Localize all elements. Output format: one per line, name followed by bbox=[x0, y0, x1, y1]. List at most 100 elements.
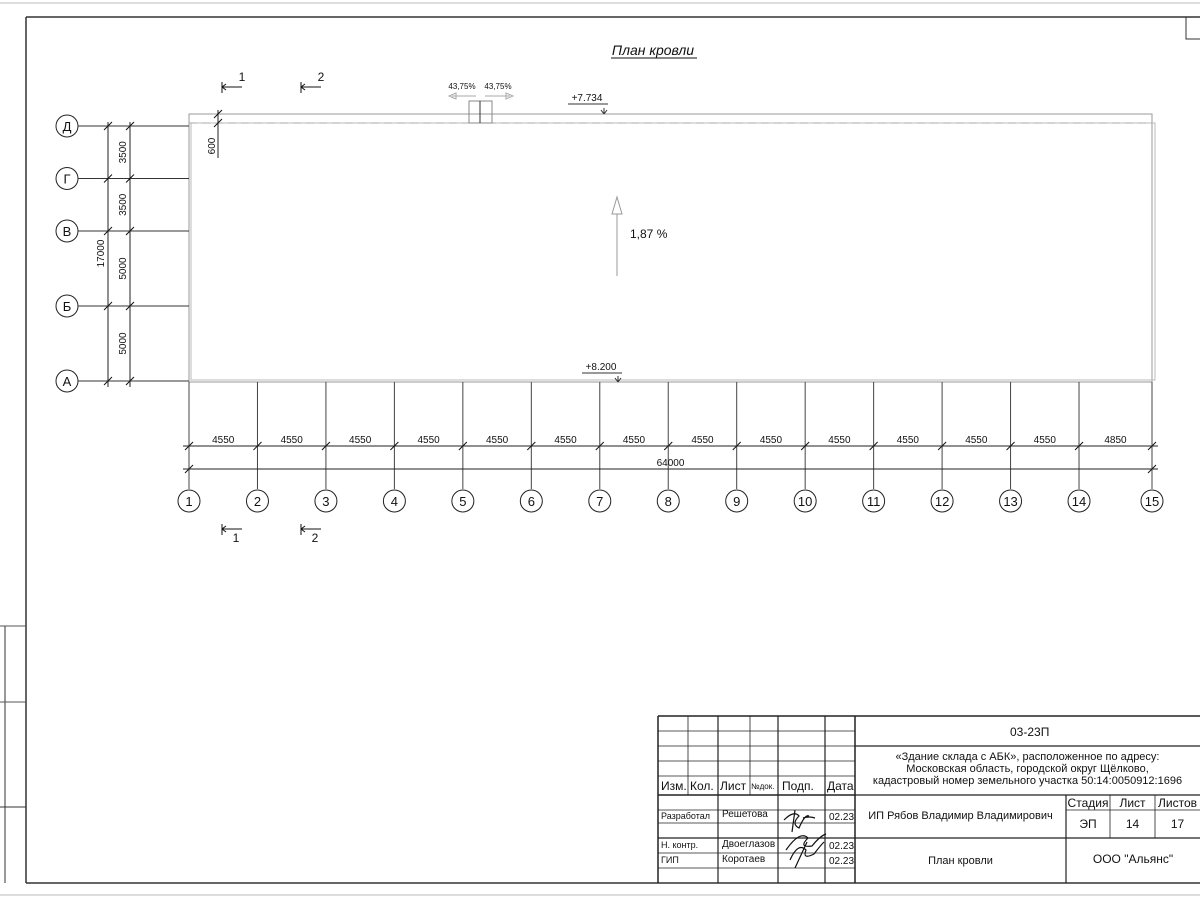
elevation-bottom: +8.200 bbox=[586, 362, 617, 373]
date-developer: 02.23 bbox=[829, 812, 855, 823]
column-axis-bubble bbox=[656, 489, 680, 513]
role-norm-control: Н. контр. bbox=[661, 840, 699, 850]
roof-outline bbox=[188, 113, 1153, 383]
section-arrow bbox=[300, 83, 306, 88]
frame-corner-box bbox=[1185, 16, 1200, 40]
vent-slope-arrowhead bbox=[505, 92, 515, 100]
sheets-value: 17 bbox=[1170, 817, 1185, 831]
column-span-dimension: 4550 bbox=[897, 435, 920, 446]
vent-slope-right: 43,75% bbox=[484, 82, 511, 91]
title-block-author: ИП Рябов Владимир Владимирович bbox=[868, 810, 1053, 822]
column-span-dimension: 4550 bbox=[554, 435, 577, 446]
section-mark-label-bottom: 1 bbox=[233, 531, 240, 545]
column-span-dimension: 4550 bbox=[212, 435, 235, 446]
column-axis-bubble bbox=[862, 489, 886, 513]
sheet-title: План кровли bbox=[928, 855, 993, 867]
column-span-dimension: 4550 bbox=[349, 435, 372, 446]
section-arrow bbox=[221, 86, 227, 91]
section-arrow bbox=[221, 525, 227, 530]
stage-value: ЭП bbox=[1079, 817, 1097, 831]
column-axis-label-4: 4 bbox=[391, 494, 398, 509]
column-axis-bubble bbox=[588, 489, 612, 513]
column-axis-label-2: 2 bbox=[254, 494, 261, 509]
column-axis-label-1: 1 bbox=[185, 494, 192, 509]
column-span-dimension: 4550 bbox=[965, 435, 988, 446]
column-axis-bubble bbox=[1067, 489, 1091, 513]
parapet-dimension: 600 bbox=[207, 137, 218, 154]
name-developer: Решетова bbox=[722, 809, 768, 820]
section-arrow bbox=[221, 83, 227, 88]
section-mark-label-top: 1 bbox=[239, 70, 246, 84]
sheet-label: Лист bbox=[1119, 796, 1146, 810]
row-span-dimension: 3500 bbox=[118, 141, 129, 164]
stage-label: Стадия bbox=[1067, 796, 1109, 810]
column-span-dimension: 4550 bbox=[486, 435, 509, 446]
elevation-bottom-marker bbox=[617, 377, 622, 383]
section-mark-label-bottom: 2 bbox=[312, 531, 319, 545]
signature-norm-control bbox=[785, 833, 827, 869]
header-data: Дата bbox=[827, 779, 854, 793]
row-span-dimension: 3500 bbox=[118, 193, 129, 216]
column-axis-bubble bbox=[930, 489, 954, 513]
section-arrow bbox=[300, 525, 306, 530]
column-total-dimension: 64000 bbox=[657, 458, 685, 469]
column-axis-label-3: 3 bbox=[322, 494, 329, 509]
column-axis-bubble bbox=[999, 489, 1023, 513]
column-span-dimension: 4550 bbox=[828, 435, 851, 446]
dimension-tick bbox=[213, 118, 223, 128]
column-span-dimension: 4550 bbox=[417, 435, 440, 446]
column-axis-bubble bbox=[451, 489, 475, 513]
header-izm: Изм. bbox=[661, 779, 687, 793]
title-block-code: 03-23П bbox=[1010, 725, 1050, 739]
name-chief-engineer: Коротаев bbox=[722, 854, 766, 865]
row-axis-label-Г: Г bbox=[63, 172, 70, 187]
section-arrow bbox=[221, 528, 227, 533]
section-mark-label-top: 2 bbox=[318, 70, 325, 84]
date-chief-engineer: 02.23 bbox=[829, 856, 855, 867]
column-axis-bubble bbox=[725, 489, 749, 513]
dimension-tick bbox=[213, 109, 223, 119]
name-norm-control: Двоеглазов bbox=[722, 839, 776, 850]
roof-slope: 1,87 % bbox=[630, 227, 668, 241]
elevation-top: +7.734 bbox=[572, 93, 603, 104]
section-arrow bbox=[300, 528, 306, 533]
column-span-dimension: 4550 bbox=[760, 435, 783, 446]
column-axis-bubble bbox=[519, 489, 543, 513]
column-axis-bubble bbox=[314, 489, 338, 513]
signature-developer bbox=[783, 809, 816, 833]
title-block-project-2: Московская область, городской округ Щёлк… bbox=[906, 763, 1149, 775]
column-axis-label-9: 9 bbox=[733, 494, 740, 509]
sheet-value: 14 bbox=[1125, 817, 1140, 831]
row-axis-label-В: В bbox=[63, 224, 72, 239]
elevation-top-marker bbox=[603, 109, 608, 115]
sheets-label: Листов bbox=[1158, 796, 1197, 810]
column-axis-label-8: 8 bbox=[665, 494, 672, 509]
header-list: Лист bbox=[720, 779, 747, 793]
column-axis-bubble bbox=[245, 489, 269, 513]
slope-arrow-head bbox=[611, 195, 623, 215]
elevation-bottom-marker bbox=[614, 377, 619, 383]
column-axis-label-6: 6 bbox=[528, 494, 535, 509]
row-span-dimension: 5000 bbox=[118, 332, 129, 355]
role-chief-engineer: ГИП bbox=[661, 855, 679, 865]
row-axis-label-Б: Б bbox=[63, 299, 72, 314]
section-arrow bbox=[300, 86, 306, 91]
column-axis-bubble bbox=[177, 489, 201, 513]
column-span-dimension: 4550 bbox=[281, 435, 304, 446]
elevation-top-marker bbox=[600, 109, 605, 115]
role-developer: Разработал bbox=[661, 811, 710, 821]
column-axis-label-14: 14 bbox=[1072, 494, 1086, 509]
column-axis-label-11: 11 bbox=[867, 494, 881, 509]
column-axis-label-5: 5 bbox=[459, 494, 466, 509]
column-span-dimension: 4550 bbox=[623, 435, 646, 446]
roof-inner-outline bbox=[190, 122, 1156, 381]
column-axis-label-15: 15 bbox=[1145, 494, 1159, 509]
row-total-dimension: 17000 bbox=[96, 239, 107, 267]
drawing-title: План кровли bbox=[612, 42, 694, 58]
column-span-dimension: 4550 bbox=[1034, 435, 1057, 446]
column-axis-bubble bbox=[382, 489, 406, 513]
date-norm-control: 02.23 bbox=[829, 841, 855, 852]
header-podp: Подп. bbox=[782, 779, 814, 793]
column-span-dimension: 4850 bbox=[1104, 435, 1127, 446]
